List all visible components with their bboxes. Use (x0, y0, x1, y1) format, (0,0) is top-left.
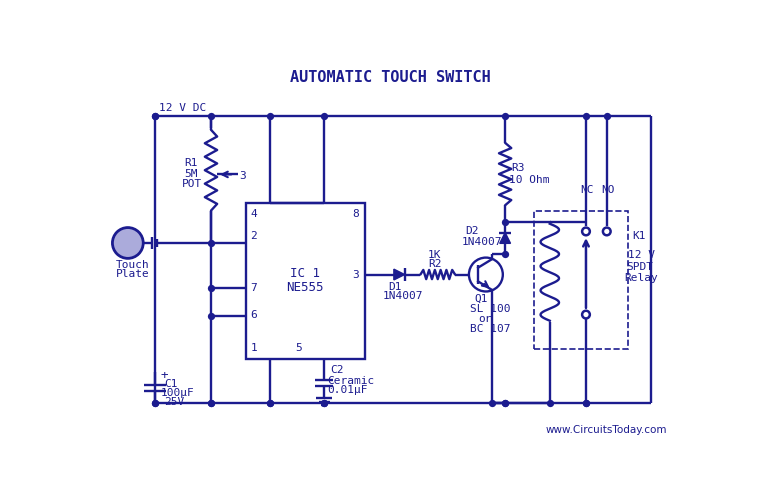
Text: K1: K1 (632, 231, 645, 241)
Text: NE555: NE555 (287, 281, 324, 294)
Text: 4: 4 (250, 209, 257, 219)
Text: NO: NO (601, 185, 615, 195)
Text: D2: D2 (465, 226, 479, 236)
Text: +: + (160, 369, 167, 382)
Text: Relay: Relay (625, 273, 658, 283)
Text: 3: 3 (240, 171, 247, 181)
Text: 100μF: 100μF (161, 388, 195, 398)
Text: BC 107: BC 107 (470, 324, 510, 334)
Text: Ceramic: Ceramic (327, 376, 374, 386)
Text: D1: D1 (388, 282, 402, 292)
Text: 0.01μF: 0.01μF (327, 385, 368, 395)
Text: 5M: 5M (184, 169, 198, 179)
Text: 1: 1 (250, 343, 257, 353)
Text: 25V: 25V (164, 397, 184, 407)
Text: 6: 6 (250, 309, 257, 320)
Text: IC 1: IC 1 (290, 267, 320, 280)
Text: 12 V DC: 12 V DC (158, 103, 206, 113)
Text: R3: R3 (511, 163, 525, 173)
Text: C1: C1 (164, 379, 177, 389)
Text: 3: 3 (352, 270, 359, 280)
Text: www.CircuitsToday.com: www.CircuitsToday.com (546, 425, 667, 435)
Polygon shape (394, 269, 405, 280)
Text: 8: 8 (352, 209, 359, 219)
Text: 5: 5 (296, 343, 302, 353)
Bar (246, 203, 365, 359)
Text: 1K: 1K (428, 249, 441, 260)
Text: POT: POT (182, 179, 202, 190)
Text: 7: 7 (250, 283, 257, 293)
Text: 1N4007: 1N4007 (461, 237, 501, 247)
Bar (534, 211, 629, 349)
Text: Touch: Touch (116, 260, 149, 270)
Text: 2: 2 (250, 231, 257, 241)
Text: R1: R1 (184, 158, 198, 168)
Text: 12 V: 12 V (629, 250, 655, 260)
Text: or: or (478, 314, 492, 324)
Text: 1N4007: 1N4007 (383, 291, 423, 301)
Text: C2: C2 (330, 365, 344, 375)
Text: AUTOMATIC TOUCH SWITCH: AUTOMATIC TOUCH SWITCH (290, 70, 491, 85)
Text: R2: R2 (428, 259, 441, 269)
Text: NC: NC (580, 185, 594, 195)
Text: Q1: Q1 (474, 294, 488, 304)
Text: Plate: Plate (116, 269, 149, 279)
Circle shape (113, 228, 143, 259)
Text: SPDT: SPDT (626, 262, 653, 272)
Polygon shape (500, 232, 511, 243)
Text: 10 Ohm: 10 Ohm (509, 175, 549, 185)
Text: SL 100: SL 100 (470, 304, 510, 314)
